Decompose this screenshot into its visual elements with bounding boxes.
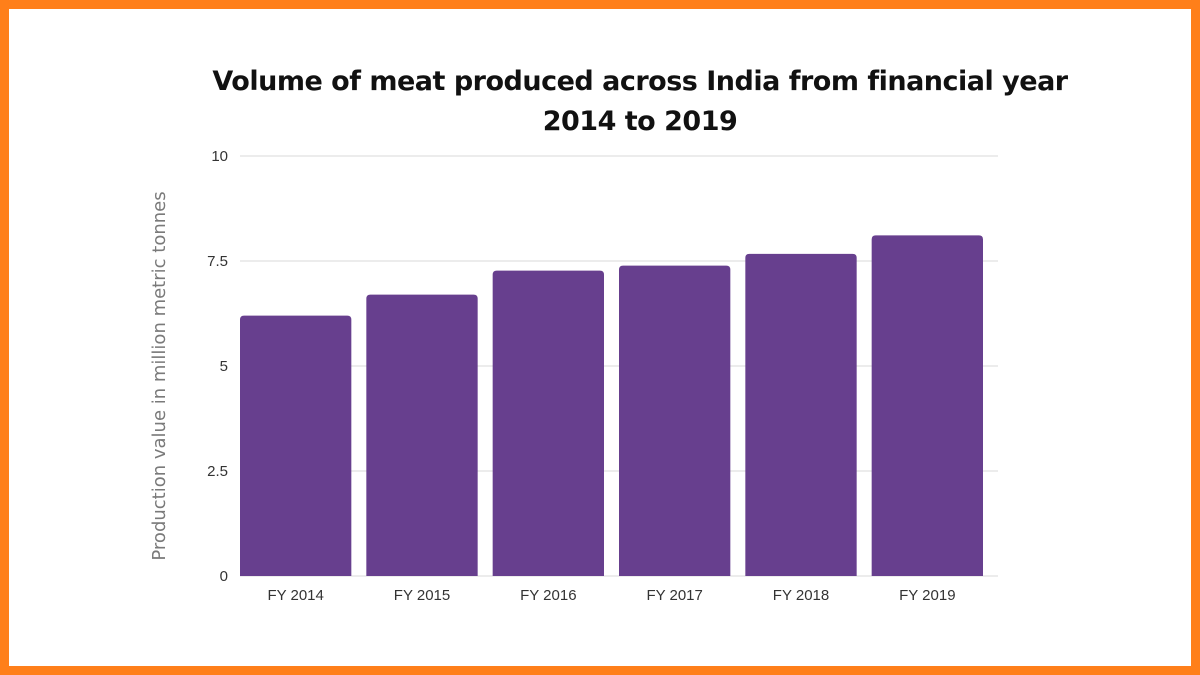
x-tick-label: FY 2019 [899, 587, 955, 604]
bar-fy-2019 [871, 235, 983, 576]
bar-fy-2014 [240, 315, 352, 576]
x-tick-label: FY 2018 [773, 587, 829, 604]
x-tick-label: FY 2017 [646, 587, 702, 604]
y-tick-label: 7.5 [207, 253, 228, 270]
bar-fy-2017 [619, 265, 731, 576]
bars [240, 235, 983, 577]
bar-fy-2016 [492, 270, 604, 576]
x-axis-ticks: FY 2014 FY 2015 FY 2016 FY 2017 FY 2018 FY 20… [267, 587, 955, 604]
bar-fy-2015 [366, 294, 478, 576]
y-tick-label: 0 [220, 568, 228, 585]
chart-title: Volume of meat produced across India fro… [212, 66, 1068, 137]
bar-fy-2018 [745, 253, 857, 577]
y-tick-label: 2.5 [207, 463, 228, 480]
x-tick-label: FY 2015 [394, 587, 450, 604]
x-tick-label: FY 2014 [267, 587, 323, 604]
y-axis-label: Production value in million metric tonne… [149, 191, 170, 560]
y-tick-label: 10 [211, 148, 228, 165]
y-tick-label: 5 [220, 358, 228, 375]
x-tick-label: FY 2016 [520, 587, 576, 604]
y-axis-ticks: 0 2.5 5 7.5 10 [207, 148, 228, 585]
